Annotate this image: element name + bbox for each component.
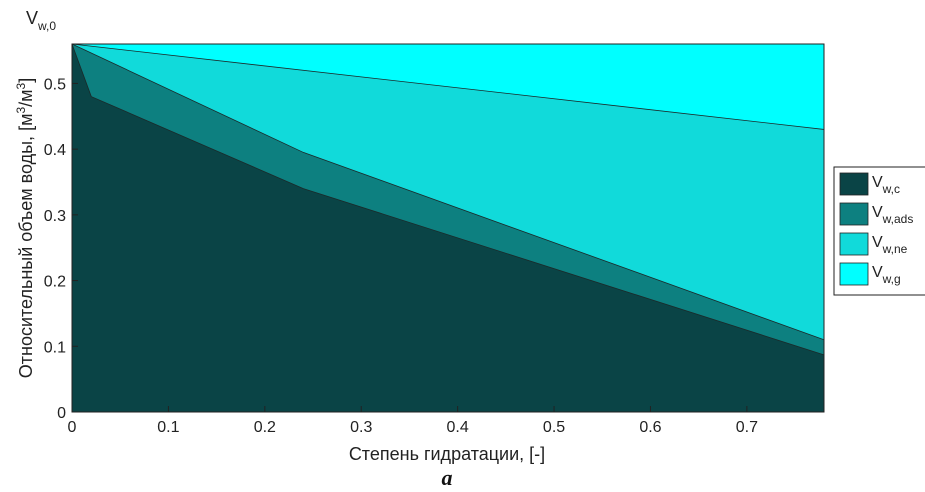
y-tick-label: 0.3 <box>44 208 66 225</box>
figure-caption: a <box>442 465 453 490</box>
boundary-w-ads <box>71 43 825 341</box>
y-label-mid: /м <box>16 89 36 106</box>
legend-swatch-w-g <box>839 262 869 286</box>
y-axis-label: Относительный объем воды, [м3/м3] <box>14 78 36 378</box>
area-layers <box>72 44 824 412</box>
y-top-label: Vw,0 <box>26 8 56 33</box>
y-label-sup1: 3 <box>14 107 28 114</box>
x-tick-label: 0 <box>68 419 77 436</box>
x-axis-ticks: 0 0.1 0.2 0.3 0.4 0.5 0.6 0.7 <box>68 406 758 436</box>
legend-swatch-w-c <box>839 172 869 196</box>
y-tick-label: 0.4 <box>44 142 66 159</box>
boundary-w-c <box>71 43 825 356</box>
legend-label-w-ne: Vw,ne <box>872 234 908 256</box>
y-label-base: Относительный объем воды, [м <box>16 114 36 379</box>
x-tick-label: 0.4 <box>447 419 469 436</box>
y-tick-label: 0.2 <box>44 274 66 291</box>
area-w-c <box>72 44 824 412</box>
x-tick-label: 0.3 <box>350 419 372 436</box>
boundary-w-ne <box>71 43 825 130</box>
x-axis-label: Степень гидратации, [-] <box>349 444 545 464</box>
legend: Vw,c Vw,ads Vw,ne Vw,g <box>833 166 925 296</box>
x-tick-label: 0.7 <box>736 419 758 436</box>
y-label-end: ] <box>16 78 36 83</box>
y-axis-ticks: 0 0.1 0.2 0.3 0.4 0.5 <box>44 76 78 422</box>
y-top-label-sub: w,0 <box>37 19 56 33</box>
x-tick-label: 0.2 <box>254 419 276 436</box>
legend-swatch-w-ads <box>839 202 869 226</box>
x-tick-label: 0.1 <box>157 419 179 436</box>
legend-label-w-c: Vw,c <box>872 174 900 196</box>
legend-label-w-g: Vw,g <box>872 264 901 286</box>
legend-label-w-ads: Vw,ads <box>872 204 913 226</box>
legend-swatch-w-ne <box>839 232 869 256</box>
x-tick-label: 0.5 <box>543 419 565 436</box>
x-tick-label: 0.6 <box>639 419 661 436</box>
y-tick-label: 0 <box>57 405 66 422</box>
y-top-label-base: V <box>26 8 38 28</box>
y-tick-label: 0.1 <box>44 339 66 356</box>
plot-frame <box>71 43 825 413</box>
y-label-sup2: 3 <box>14 82 28 89</box>
y-tick-label: 0.5 <box>44 76 66 93</box>
